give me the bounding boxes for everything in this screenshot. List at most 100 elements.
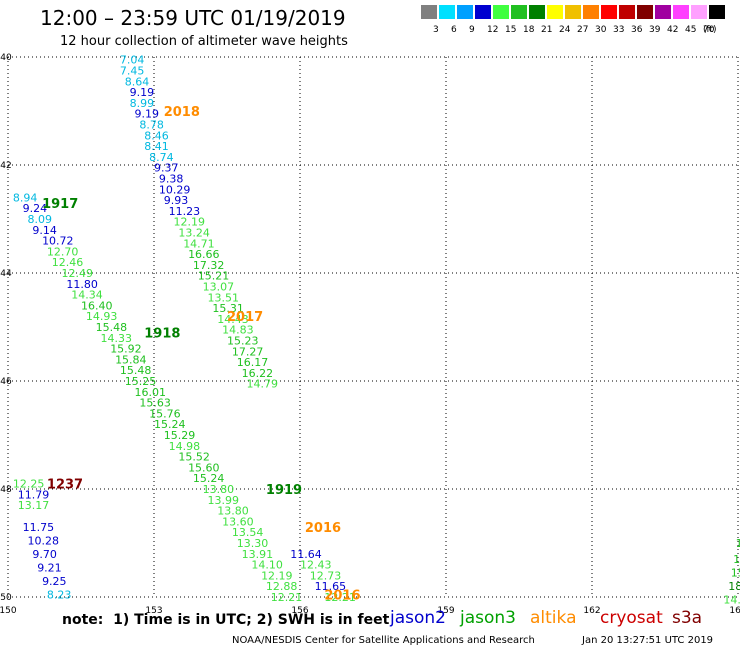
x-tick-label: 165 xyxy=(729,606,740,616)
wave-height-point: 14.71 xyxy=(183,237,215,250)
wave-height-point: 14.10 xyxy=(251,559,282,572)
wave-height-point: 11.80 xyxy=(66,278,98,291)
legend-swatch xyxy=(619,5,635,19)
y-tick-label: 40 xyxy=(0,53,12,63)
wave-height-point: 12.49 xyxy=(62,267,94,280)
wave-height-point: 13.99 xyxy=(208,494,240,507)
legend-tick-label: 33 xyxy=(613,25,625,35)
wave-height-point: 12.73 xyxy=(310,569,342,582)
x-tick-label: 156 xyxy=(291,606,308,616)
wave-height-point: 15.24 xyxy=(193,472,225,485)
wave-height-point: 13.91 xyxy=(242,548,274,561)
wave-height-point: 14.83 xyxy=(222,324,254,337)
wave-height-point: 9.21 xyxy=(37,561,62,574)
wave-height-point: 16.17 xyxy=(237,356,269,369)
legend-tick-label: 27 xyxy=(577,25,589,35)
wave-height-point: 17.27 xyxy=(232,345,264,358)
wave-height-point: 11.23 xyxy=(169,205,201,218)
legend-swatch xyxy=(547,5,563,19)
track-label: 2016 xyxy=(324,588,360,603)
legend-swatch xyxy=(655,5,671,19)
footer-credit: NOAA/NESDIS Center for Satellite Applica… xyxy=(232,635,535,646)
footer-date: Jan 20 13:27:51 UTC 2019 xyxy=(582,635,714,646)
wave-height-point: 13.60 xyxy=(222,515,254,528)
wave-height-point: 18.4 xyxy=(728,580,740,593)
legend-tick-label: 24 xyxy=(559,25,571,35)
wave-height-point: 12.25 xyxy=(13,478,45,491)
wave-height-point: 10.72 xyxy=(42,235,74,248)
wave-height-point: 15.84 xyxy=(115,353,147,366)
wave-height-point: 12.88 xyxy=(266,580,298,593)
wave-height-point: 8.23 xyxy=(47,588,72,601)
wave-height-point: 15.48 xyxy=(96,321,128,334)
wave-height-point: 15.52 xyxy=(178,451,210,464)
wave-height-point: 10.29 xyxy=(159,183,191,196)
y-tick-label: 50 xyxy=(0,593,12,603)
legend-tick-label: 18 xyxy=(523,25,535,35)
legend-tick-label: 15 xyxy=(505,25,517,35)
wave-height-point: 15.76 xyxy=(149,407,181,420)
wave-height-point: 12.21 xyxy=(324,591,356,604)
y-tick-label: 42 xyxy=(0,161,11,171)
track-label: 1919 xyxy=(266,483,302,498)
legend-swatch xyxy=(475,5,491,19)
wave-height-point: 8.64 xyxy=(125,75,150,88)
legend-unit: (ft) xyxy=(703,25,717,35)
wave-height-point: 12.19 xyxy=(261,569,293,582)
track-label: 2018 xyxy=(164,105,200,120)
legend-swatch xyxy=(691,5,707,19)
chart-title: 12:00 – 23:59 UTC 01/19/2019 xyxy=(40,6,346,30)
track-label: 1918 xyxy=(144,326,180,341)
legend-tick-label: 36 xyxy=(631,25,643,35)
track-label: 1237 xyxy=(47,478,83,493)
wave-height-point: 9.38 xyxy=(159,173,184,186)
legend-tick-label: 3 xyxy=(433,25,439,35)
legend-tick-label: 70 xyxy=(703,25,715,35)
wave-height-point: 13.54 xyxy=(232,526,264,539)
wave-height-point: 13.80 xyxy=(217,505,249,518)
legend-swatch xyxy=(583,5,599,19)
satellite-label-cryosat: cryosat xyxy=(600,608,663,628)
wave-height-point: 11.75 xyxy=(23,521,54,534)
track-label: 2017 xyxy=(227,310,263,325)
legend-tick-label: 39 xyxy=(649,25,661,35)
footer-note: note: 1) Time is in UTC; 2) SWH is in fe… xyxy=(62,612,390,628)
wave-height-point: 8.46 xyxy=(144,129,169,142)
y-tick-label: 48 xyxy=(0,485,12,495)
satellite-label-s3a: s3a xyxy=(672,608,703,628)
wave-height-point: 11.65 xyxy=(315,580,347,593)
wave-height-point: 12.21 xyxy=(271,591,303,604)
wave-height-point: 15.60 xyxy=(188,461,220,474)
x-tick-label: 153 xyxy=(145,606,162,616)
legend-tick-label: 12 xyxy=(487,25,499,35)
wave-height-point: 15.63 xyxy=(139,397,171,410)
wave-height-point: 9.19 xyxy=(135,108,160,121)
wave-height-point: 11.64 xyxy=(290,548,322,561)
wave-height-point: 14.43 xyxy=(217,313,249,326)
wave-height-point: 9.70 xyxy=(32,548,57,561)
wave-height-point: 15.24 xyxy=(154,418,186,431)
wave-height-point: 8.99 xyxy=(130,97,155,110)
wave-height-point: 12.46 xyxy=(52,256,84,269)
legend-swatch xyxy=(601,5,617,19)
legend-swatch xyxy=(673,5,689,19)
x-tick-label: 159 xyxy=(437,606,454,616)
wave-height-point: 14.98 xyxy=(169,440,201,453)
legend-swatch xyxy=(529,5,545,19)
wave-height-point: 13.24 xyxy=(178,227,210,240)
track-label: 2016 xyxy=(305,521,341,536)
legend-swatch xyxy=(511,5,527,19)
satellite-label-jason2: jason2 xyxy=(390,608,446,628)
wave-height-point: 12.19 xyxy=(173,216,205,229)
wave-height-point: 14.93 xyxy=(86,310,118,323)
satellite-label-jason3: jason3 xyxy=(460,608,516,628)
legend-swatch xyxy=(637,5,653,19)
legend-swatch xyxy=(709,5,725,19)
wave-height-point: 13.80 xyxy=(203,483,235,496)
wave-height-point: 15 xyxy=(731,567,740,580)
legend-swatch xyxy=(457,5,473,19)
wave-height-point: 15.31 xyxy=(212,302,244,315)
wave-height-point: 7.45 xyxy=(120,65,145,78)
wave-height-point: 7.04 xyxy=(120,54,145,67)
